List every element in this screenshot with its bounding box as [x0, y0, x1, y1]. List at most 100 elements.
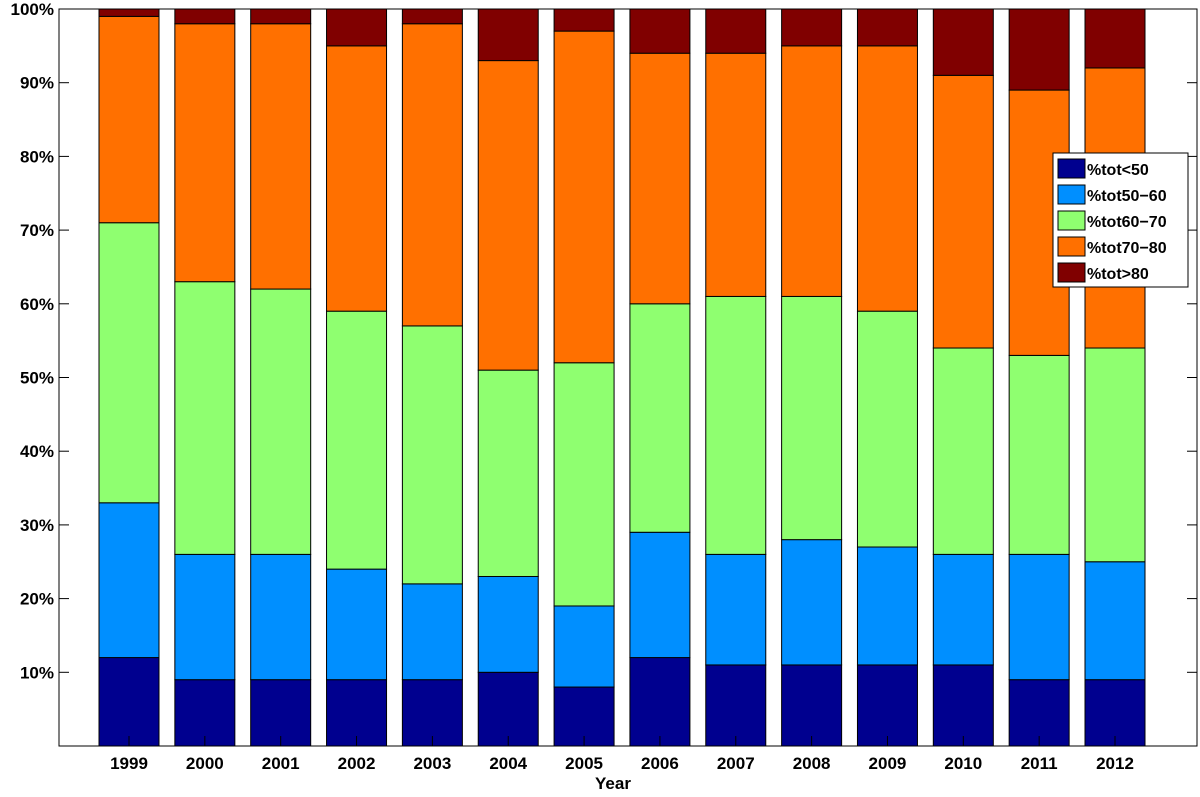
bar-segment-2010-series-3 [932, 347, 994, 555]
bar-segment-2011-series-5 [1008, 8, 1070, 91]
bar-segment-1999-series-3 [98, 222, 160, 504]
y-tick-label: 100% [11, 0, 54, 19]
legend-swatch [1057, 210, 1086, 231]
x-tick-label: 2003 [413, 754, 451, 773]
bar-segment-2001-series-2 [250, 553, 312, 681]
legend-swatch [1057, 158, 1086, 179]
bar-segment-2005-series-2 [553, 605, 615, 688]
bar-segment-2002-series-2 [326, 568, 388, 681]
bar-segment-2006-series-4 [629, 52, 691, 305]
bar-segment-2012-series-5 [1084, 8, 1146, 69]
y-tick-label: 50% [20, 369, 54, 388]
legend-swatch [1057, 262, 1086, 283]
legend-swatch [1057, 184, 1086, 205]
bar-segment-2001-series-5 [250, 8, 312, 25]
bar-segment-2005-series-4 [553, 30, 615, 364]
x-tick-label: 2010 [944, 754, 982, 773]
bars-layer [98, 8, 1146, 747]
bar-segment-2003-series-5 [401, 8, 463, 25]
bar-segment-2011-series-3 [1008, 354, 1070, 555]
bar-segment-2012-series-2 [1084, 561, 1146, 681]
bar-segment-2002-series-5 [326, 8, 388, 47]
x-tick-label: 2006 [641, 754, 679, 773]
bar-segment-2001-series-1 [250, 679, 312, 747]
x-tick-label: 2011 [1021, 754, 1058, 773]
bar-segment-1999-series-1 [98, 657, 160, 747]
bar-segment-2012-series-3 [1084, 347, 1146, 563]
bar-segment-2009-series-5 [856, 8, 918, 47]
bar-segment-2008-series-5 [781, 8, 843, 47]
x-tick-label: 2012 [1096, 754, 1134, 773]
bar-segment-2009-series-4 [856, 45, 918, 312]
x-tick-label: 1999 [110, 754, 148, 773]
x-tick-label: 2009 [869, 754, 907, 773]
bar-segment-2006-series-3 [629, 303, 691, 533]
x-tick-label: 2004 [489, 754, 527, 773]
bar-segment-1999-series-2 [98, 502, 160, 659]
legend-label: %tot50−60 [1087, 188, 1167, 205]
bar-segment-2008-series-2 [781, 539, 843, 666]
bar-segment-2000-series-4 [174, 23, 236, 283]
bar-segment-2010-series-5 [932, 8, 994, 76]
bar-segment-2003-series-3 [401, 325, 463, 585]
bar-segment-2002-series-4 [326, 45, 388, 312]
bar-segment-2007-series-4 [705, 52, 767, 297]
x-tick-label: 2002 [338, 754, 376, 773]
legend-label: %tot>80 [1087, 266, 1149, 283]
bar-segment-2004-series-1 [477, 671, 539, 747]
y-tick-label: 10% [20, 663, 54, 682]
bar-segment-2010-series-4 [932, 74, 994, 349]
y-tick-label: 70% [20, 221, 54, 240]
bar-segment-2000-series-5 [174, 8, 236, 25]
bar-segment-2002-series-3 [326, 310, 388, 570]
bar-segment-2007-series-5 [705, 8, 767, 54]
x-tick-label: 2005 [565, 754, 603, 773]
y-axis: 10% 20% 30% 40% 50% 60% 70% 80% 90% 100% [11, 0, 1197, 682]
bar-segment-1999-series-4 [98, 15, 160, 224]
bar-segment-2011-series-1 [1008, 679, 1070, 747]
bar-segment-2008-series-1 [781, 664, 843, 747]
bar-segment-2001-series-3 [250, 288, 312, 555]
legend-label: %tot70−80 [1087, 240, 1167, 257]
bar-segment-2000-series-2 [174, 553, 236, 681]
bar-segment-2004-series-4 [477, 60, 539, 371]
legend-label: %tot<50 [1087, 162, 1149, 179]
bar-segment-2000-series-3 [174, 281, 236, 555]
y-tick-label: 20% [20, 590, 54, 609]
bar-segment-2003-series-2 [401, 583, 463, 681]
bar-segment-2011-series-2 [1008, 553, 1070, 681]
y-tick-label: 90% [20, 74, 54, 93]
x-tick-label: 2007 [717, 754, 755, 773]
x-axis-label: Year [595, 774, 631, 792]
bar-segment-2003-series-4 [401, 23, 463, 327]
x-tick-label: 2000 [186, 754, 224, 773]
legend: %tot<50 %tot50−60 %tot60−70 %tot70−80 %tot>8… [1052, 152, 1189, 288]
bar-segment-2012-series-1 [1084, 679, 1146, 747]
legend-swatch [1057, 236, 1086, 257]
bar-segment-2006-series-1 [629, 657, 691, 747]
y-tick-label: 30% [20, 516, 54, 535]
bar-segment-2008-series-4 [781, 45, 843, 297]
x-tick-label: 2001 [262, 754, 300, 773]
bar-segment-2009-series-1 [856, 664, 918, 747]
bar-segment-2000-series-1 [174, 679, 236, 747]
y-tick-label: 80% [20, 147, 54, 166]
x-tick-label: 2008 [793, 754, 831, 773]
y-tick-label: 40% [20, 442, 54, 461]
bar-segment-2010-series-2 [932, 553, 994, 666]
bar-segment-2007-series-2 [705, 553, 767, 666]
bar-segment-2010-series-1 [932, 664, 994, 747]
bar-segment-2008-series-3 [781, 295, 843, 541]
x-axis: 1999 2000 2001 2002 2003 2004 2005 2006 2007 2008… [110, 736, 1134, 773]
bar-segment-2004-series-3 [477, 369, 539, 577]
bar-segment-2005-series-5 [553, 8, 615, 32]
bar-segment-2009-series-2 [856, 546, 918, 666]
bar-segment-2006-series-2 [629, 531, 691, 659]
bar-segment-2004-series-2 [477, 575, 539, 673]
bar-segment-2003-series-1 [401, 679, 463, 747]
bar-segment-1999-series-5 [98, 8, 160, 17]
bar-segment-2007-series-3 [705, 295, 767, 555]
legend-label: %tot60−70 [1087, 214, 1167, 231]
